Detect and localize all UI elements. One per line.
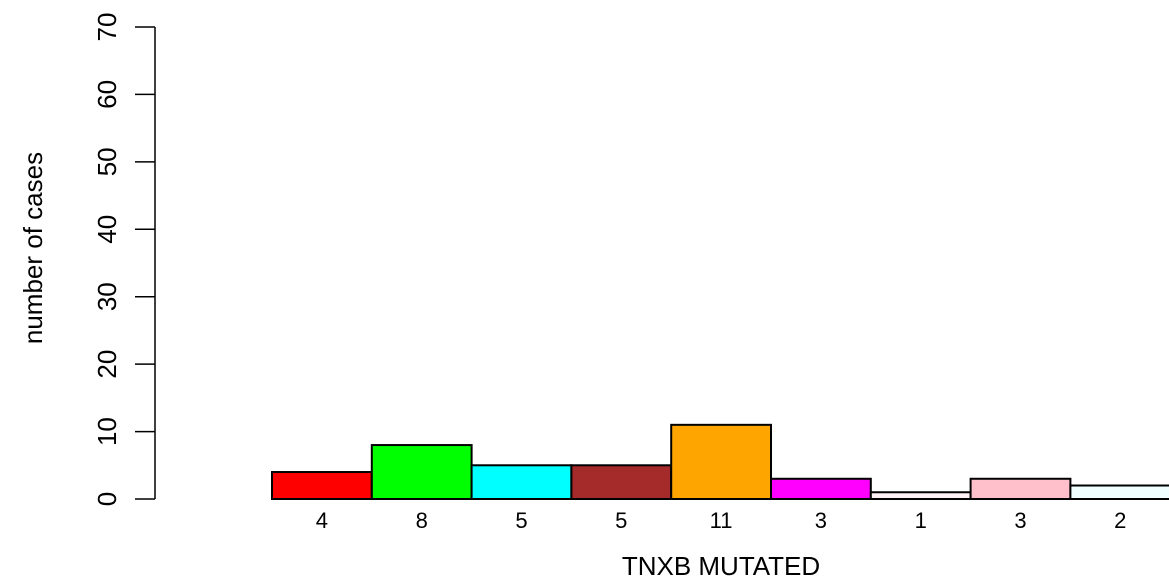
bar-value-label: 2 bbox=[1114, 508, 1126, 533]
y-tick-label: 50 bbox=[92, 147, 122, 176]
bar-value-label: 5 bbox=[615, 508, 627, 533]
bar bbox=[670, 423, 773, 501]
bar-value-label: 11 bbox=[710, 508, 733, 533]
bar-labels: 4 8 5 5 11 3 1 3 2 bbox=[316, 508, 1127, 533]
bar bbox=[271, 471, 373, 500]
bar-value-label: 3 bbox=[1014, 508, 1026, 533]
y-tick-label: 20 bbox=[92, 350, 122, 379]
y-tick-label: 60 bbox=[92, 80, 122, 109]
bar bbox=[470, 464, 573, 500]
bar-value-label: 1 bbox=[915, 508, 927, 533]
y-tick-label: 40 bbox=[92, 215, 122, 244]
y-tick-label: 30 bbox=[92, 282, 122, 311]
bar bbox=[570, 464, 673, 500]
bar bbox=[370, 444, 473, 500]
bar bbox=[770, 477, 872, 500]
bar-value-label: 5 bbox=[515, 508, 527, 533]
bar-value-label: 8 bbox=[416, 508, 428, 533]
y-axis: 0 10 20 30 40 50 60 70 bbox=[92, 13, 156, 506]
y-tick-label: 0 bbox=[92, 492, 122, 506]
bar bbox=[969, 477, 1072, 500]
y-tick-label: 70 bbox=[92, 13, 122, 42]
bar bbox=[869, 491, 972, 500]
bar-value-label: 3 bbox=[815, 508, 827, 533]
bar-value-label: 4 bbox=[316, 508, 328, 533]
y-axis-title: number of cases bbox=[18, 152, 48, 344]
bars bbox=[271, 423, 1169, 501]
x-axis-title: TNXB MUTATED bbox=[622, 551, 820, 581]
y-tick-label: 10 bbox=[92, 417, 122, 446]
bar bbox=[1069, 484, 1169, 500]
